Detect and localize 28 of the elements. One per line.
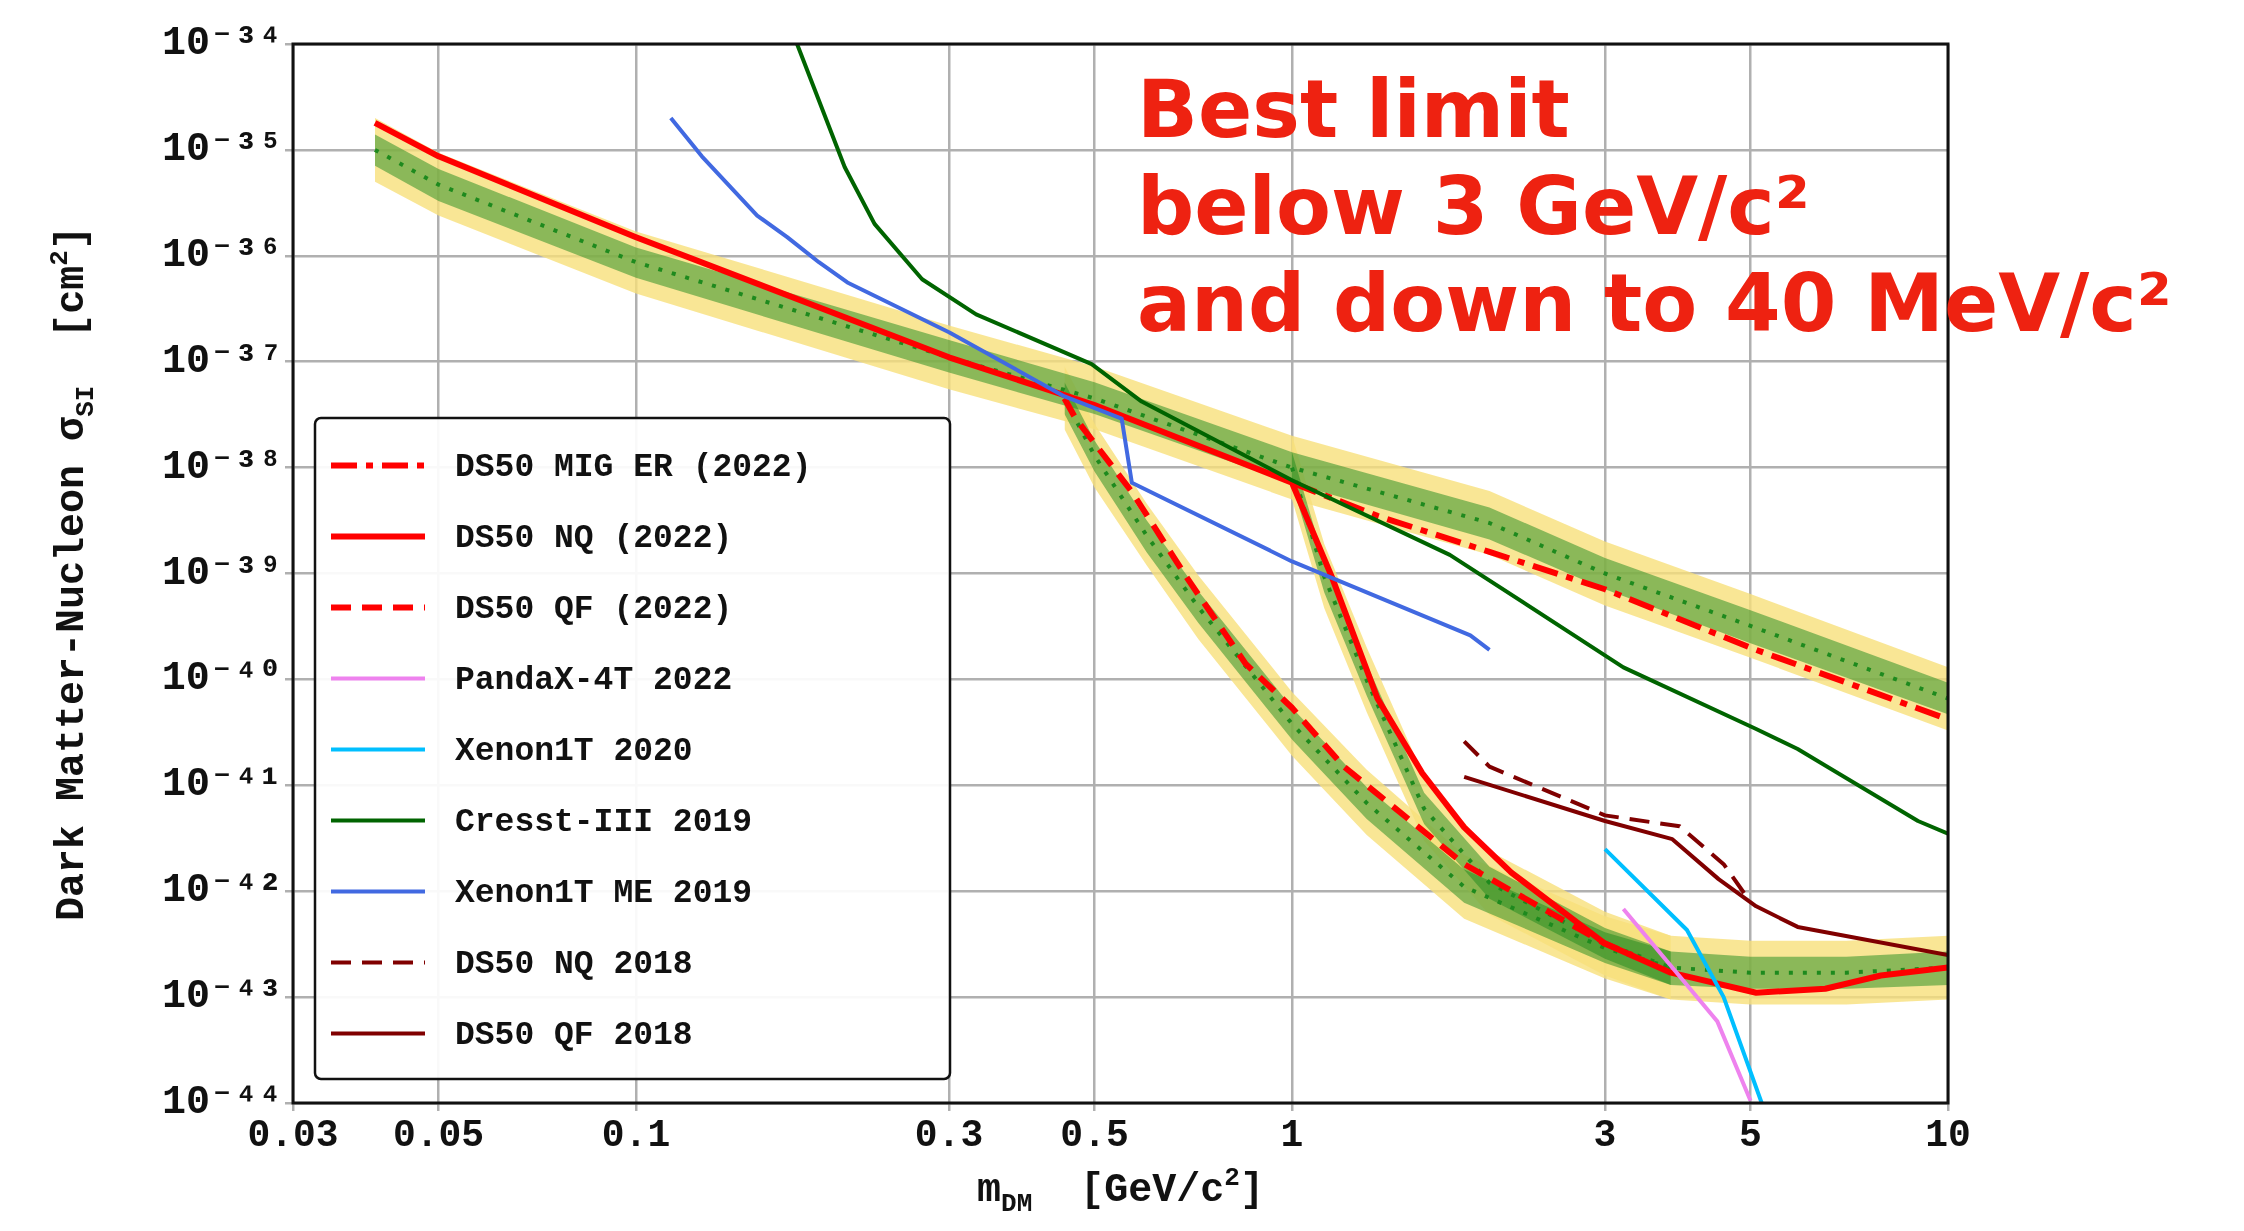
x-tick-label: 10 (1925, 1114, 1971, 1158)
y-tick-label: 10⁻⁴³ (161, 974, 282, 1020)
y-tick-label: 10⁻⁴⁰ (161, 656, 282, 702)
legend-label: PandaX-4T 2022 (455, 661, 733, 699)
x-tick-label: 1 (1280, 1114, 1304, 1158)
x-tick-label: 0.3 (914, 1114, 984, 1158)
x-tick-label: 0.5 (1060, 1114, 1129, 1158)
legend-label: Xenon1T ME 2019 (455, 874, 753, 912)
y-tick-label: 10⁻⁴² (161, 868, 282, 914)
legend-label: Xenon1T 2020 (455, 732, 693, 770)
y-tick-label: 10⁻³⁶ (161, 232, 282, 278)
legend-label: DS50 NQ (2022) (455, 519, 733, 557)
legend-label: Cresst-III 2019 (455, 803, 753, 841)
x-tick-label: 5 (1739, 1114, 1762, 1158)
x-tick-label: 3 (1593, 1114, 1617, 1158)
y-tick-label: 10⁻³⁹ (161, 550, 282, 596)
legend-label: DS50 MIG ER (2022) (455, 448, 812, 486)
y-tick-label: 10⁻³⁷ (161, 338, 282, 384)
x-tick-label: 0.05 (392, 1114, 485, 1158)
text: Dark Matter-Nucleon σSI [cm2] (45, 226, 101, 921)
legend-label: DS50 QF 2018 (455, 1016, 693, 1054)
x-tick-label: 0.1 (601, 1114, 671, 1158)
y-tick-label: 10⁻³⁵ (161, 126, 282, 172)
y-tick-label: 10⁻⁴¹ (161, 762, 282, 808)
legend-label: DS50 QF (2022) (455, 590, 733, 628)
y-tick-label: 10⁻³⁴ (161, 21, 282, 67)
legend-label: DS50 NQ 2018 (455, 945, 693, 983)
y-tick-label: 10⁻³⁸ (161, 444, 282, 490)
